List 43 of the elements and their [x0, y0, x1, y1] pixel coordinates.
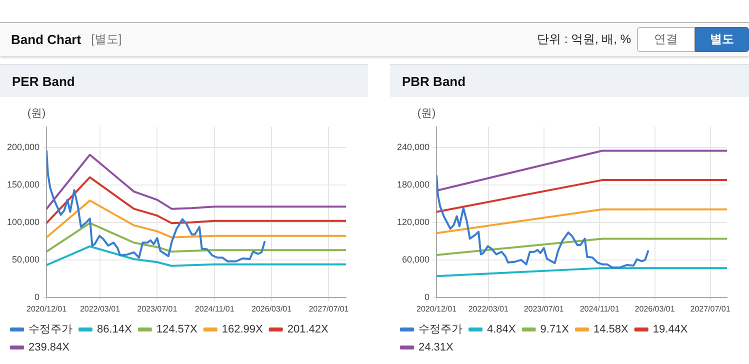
legend-label: 239.84X	[28, 342, 70, 354]
y-tick-label: 50,000	[12, 254, 40, 264]
x-tick-label: 2023/07/01	[524, 304, 564, 314]
legend-label: 124.57X	[156, 324, 198, 336]
x-tick-label: 2024/11/01	[580, 304, 620, 314]
y-tick-label: 0	[34, 292, 40, 302]
legend-label: 24.31X	[418, 342, 454, 354]
y-tick-label: 200,000	[6, 142, 40, 152]
x-tick-label: 2020/12/01	[26, 304, 68, 314]
x-tick-label: 2024/11/01	[194, 304, 235, 314]
x-tick-label: 2027/07/01	[690, 304, 731, 314]
y-tick-label: 150,000	[6, 179, 40, 190]
y-tick-label: 60,000	[402, 254, 430, 264]
text: 단위 : 억원, 배, %	[536, 31, 631, 48]
legend-label: 162.99X	[222, 324, 264, 336]
y-tick-label: 240,000	[396, 142, 430, 152]
x-tick-label: 2020/12/01	[416, 304, 458, 314]
legend-label: 수정주가	[418, 324, 462, 336]
x-tick-label: 2027/07/01	[308, 304, 350, 314]
x-tick-label: 2026/03/01	[252, 304, 292, 314]
x-tick-label: 2022/03/01	[468, 304, 509, 314]
x-tick-label: 2022/03/01	[80, 304, 121, 314]
y-tick-label: 0	[424, 292, 430, 302]
y-tick-label: 120,000	[396, 216, 430, 227]
y-axis-title: (원)	[417, 108, 436, 120]
legend-label: 86.14X	[97, 324, 133, 336]
legend-label: 수정주가	[28, 324, 72, 336]
legend-label: 4.84X	[487, 324, 516, 336]
y-tick-label: 180,000	[396, 180, 430, 190]
text: Band Chart	[11, 32, 82, 47]
text: 연결	[637, 27, 695, 52]
text: 별도	[695, 27, 749, 52]
chart-title: PER Band	[0, 64, 368, 97]
chart-title: PBR Band	[390, 64, 749, 97]
legend-label: 14.58X	[593, 324, 630, 336]
text: [별도]	[91, 31, 122, 48]
x-tick-label: 2026/03/01	[634, 304, 676, 314]
legend-label: 201.42X	[287, 324, 329, 336]
y-tick-label: 100,000	[6, 216, 40, 227]
y-axis-title: (원)	[27, 108, 46, 120]
legend-label: 19.44X	[652, 324, 688, 336]
x-tick-label: 2023/07/01	[137, 304, 178, 314]
legend-label: 9.71X	[540, 324, 570, 336]
